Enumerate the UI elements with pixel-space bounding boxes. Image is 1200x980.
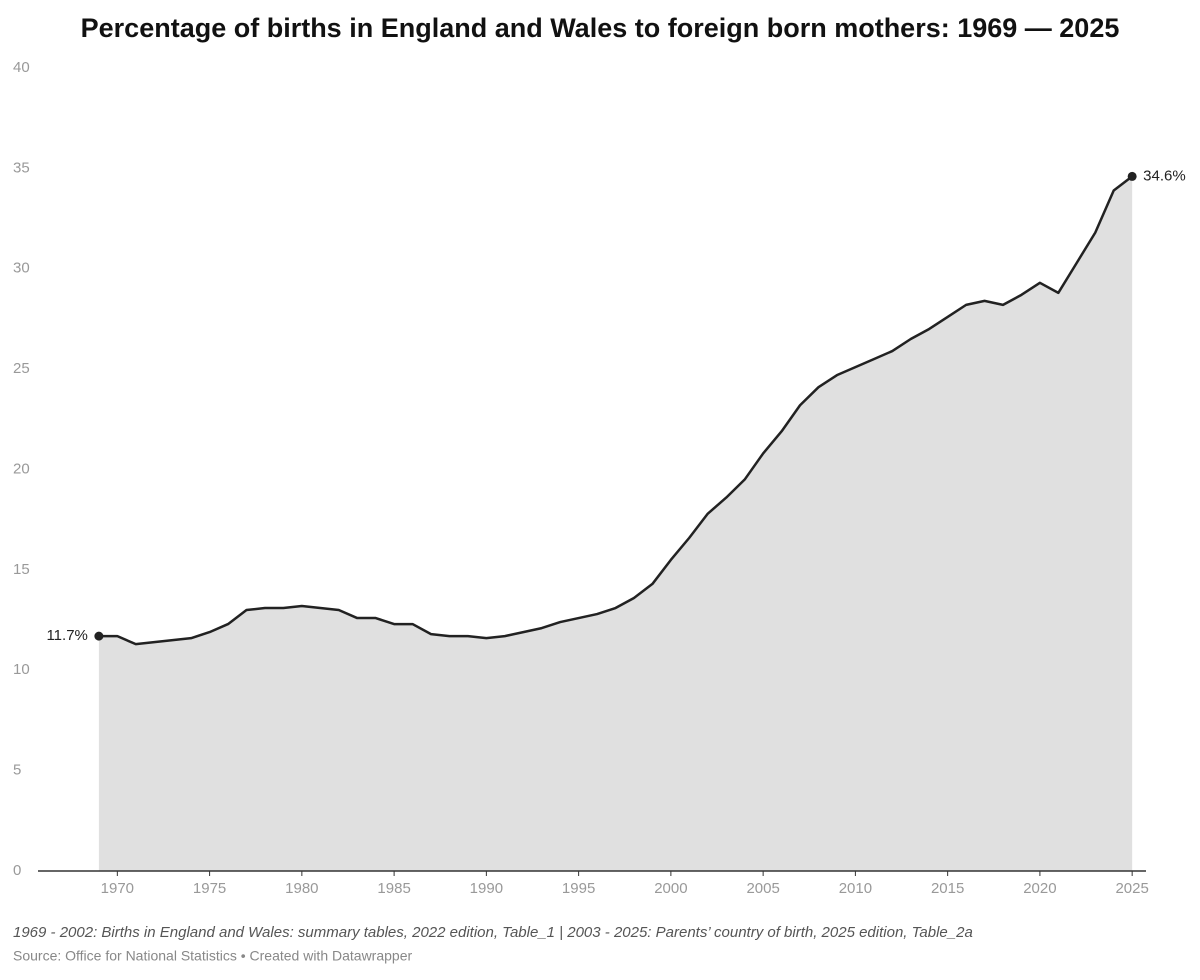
x-tick-label: 2010 [839,880,872,897]
x-tick-label: 2000 [654,880,687,897]
end-point [94,631,104,641]
notes: 1969 - 2002: Births in England and Wales… [13,924,973,941]
end-point [1127,171,1137,181]
x-tick-label: 1980 [285,880,318,897]
y-tick-label: 20 [13,460,30,477]
area [98,176,1133,871]
x-tick-label: 2015 [931,880,964,897]
y-tick-label: 5 [13,762,21,779]
line [98,175,1133,646]
x-tick-label: 1975 [193,880,226,897]
y-tick-label: 30 [13,260,30,277]
value-label: 34.6% [1143,167,1186,184]
y-tick-label: 10 [13,661,30,678]
x-tick-label: 2005 [746,880,779,897]
y-tick-label: 40 [13,59,30,76]
x-tick-label: 1990 [470,880,503,897]
y-tick-label: 35 [13,159,30,176]
y-tick-label: 15 [13,561,30,578]
value-label: 11.7% [46,627,87,644]
chart-title: Percentage of births in England and Wale… [81,13,1120,43]
x-tick-label: 2020 [1023,880,1056,897]
x-tick-label: 1970 [101,880,134,897]
x-tick-label: 1995 [562,880,595,897]
x-tick-label: 1985 [377,880,410,897]
x-tick-label: 2025 [1115,880,1148,897]
y-tick-label: 0 [13,862,21,879]
y-tick-label: 25 [13,360,30,377]
source: Source: Office for National Statistics •… [13,948,412,964]
